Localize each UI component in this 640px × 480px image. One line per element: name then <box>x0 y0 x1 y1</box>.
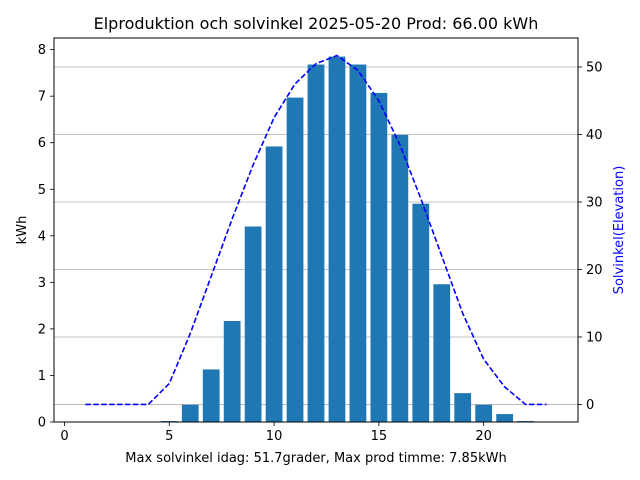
y-tick-label: 1 <box>38 369 46 384</box>
bar <box>412 203 430 422</box>
bar <box>286 97 304 422</box>
y-tick-label: 5 <box>38 183 46 198</box>
bar <box>454 393 472 422</box>
y-tick-label: 2 <box>38 322 46 337</box>
x-tick-label: 5 <box>165 429 173 444</box>
y-tick-label: 7 <box>38 90 46 105</box>
bar <box>244 226 262 422</box>
y2-tick-label: 10 <box>586 330 603 345</box>
y-axis-label: kWh <box>15 216 30 245</box>
y-tick-label: 0 <box>38 416 46 431</box>
axis-layer: 0 5 10 15 20 0 1 2 3 4 5 6 7 8 0 10 20 30 40 50 <box>38 43 603 444</box>
y-tick-label: 3 <box>38 276 46 291</box>
bar <box>433 284 451 422</box>
line-layer <box>85 54 547 406</box>
y-tick-label: 6 <box>38 136 46 151</box>
y-tick-label: 4 <box>38 229 46 244</box>
elevation-line <box>85 54 547 406</box>
y2-tick-label: 0 <box>586 398 594 413</box>
bar <box>307 64 325 422</box>
y2-tick-label: 30 <box>586 195 603 210</box>
bars-layer <box>160 56 534 422</box>
bar <box>370 92 388 422</box>
bar <box>202 369 220 422</box>
x-tick-label: 10 <box>266 429 283 444</box>
y2-tick-label: 40 <box>586 128 603 143</box>
x-tick-label: 20 <box>475 429 492 444</box>
y2-axis-label: Solvinkel(Elevation) <box>612 166 627 295</box>
x-tick-label: 0 <box>60 429 68 444</box>
bar <box>496 414 514 422</box>
y-tick-label: 8 <box>38 43 46 58</box>
bar <box>265 146 283 422</box>
y2-tick-label: 50 <box>586 61 603 76</box>
bar <box>349 64 367 422</box>
bar <box>391 134 409 422</box>
bar <box>223 320 241 422</box>
bar <box>328 56 346 422</box>
bar <box>475 404 493 422</box>
plot-frame <box>53 37 579 423</box>
x-tick-label: 15 <box>371 429 388 444</box>
chart-title: Elproduktion och solvinkel 2025-05-20 Pr… <box>94 14 539 33</box>
x-axis-label: Max solvinkel idag: 51.7grader, Max prod… <box>125 451 506 466</box>
bar <box>181 404 199 422</box>
y2-tick-label: 20 <box>586 263 603 278</box>
